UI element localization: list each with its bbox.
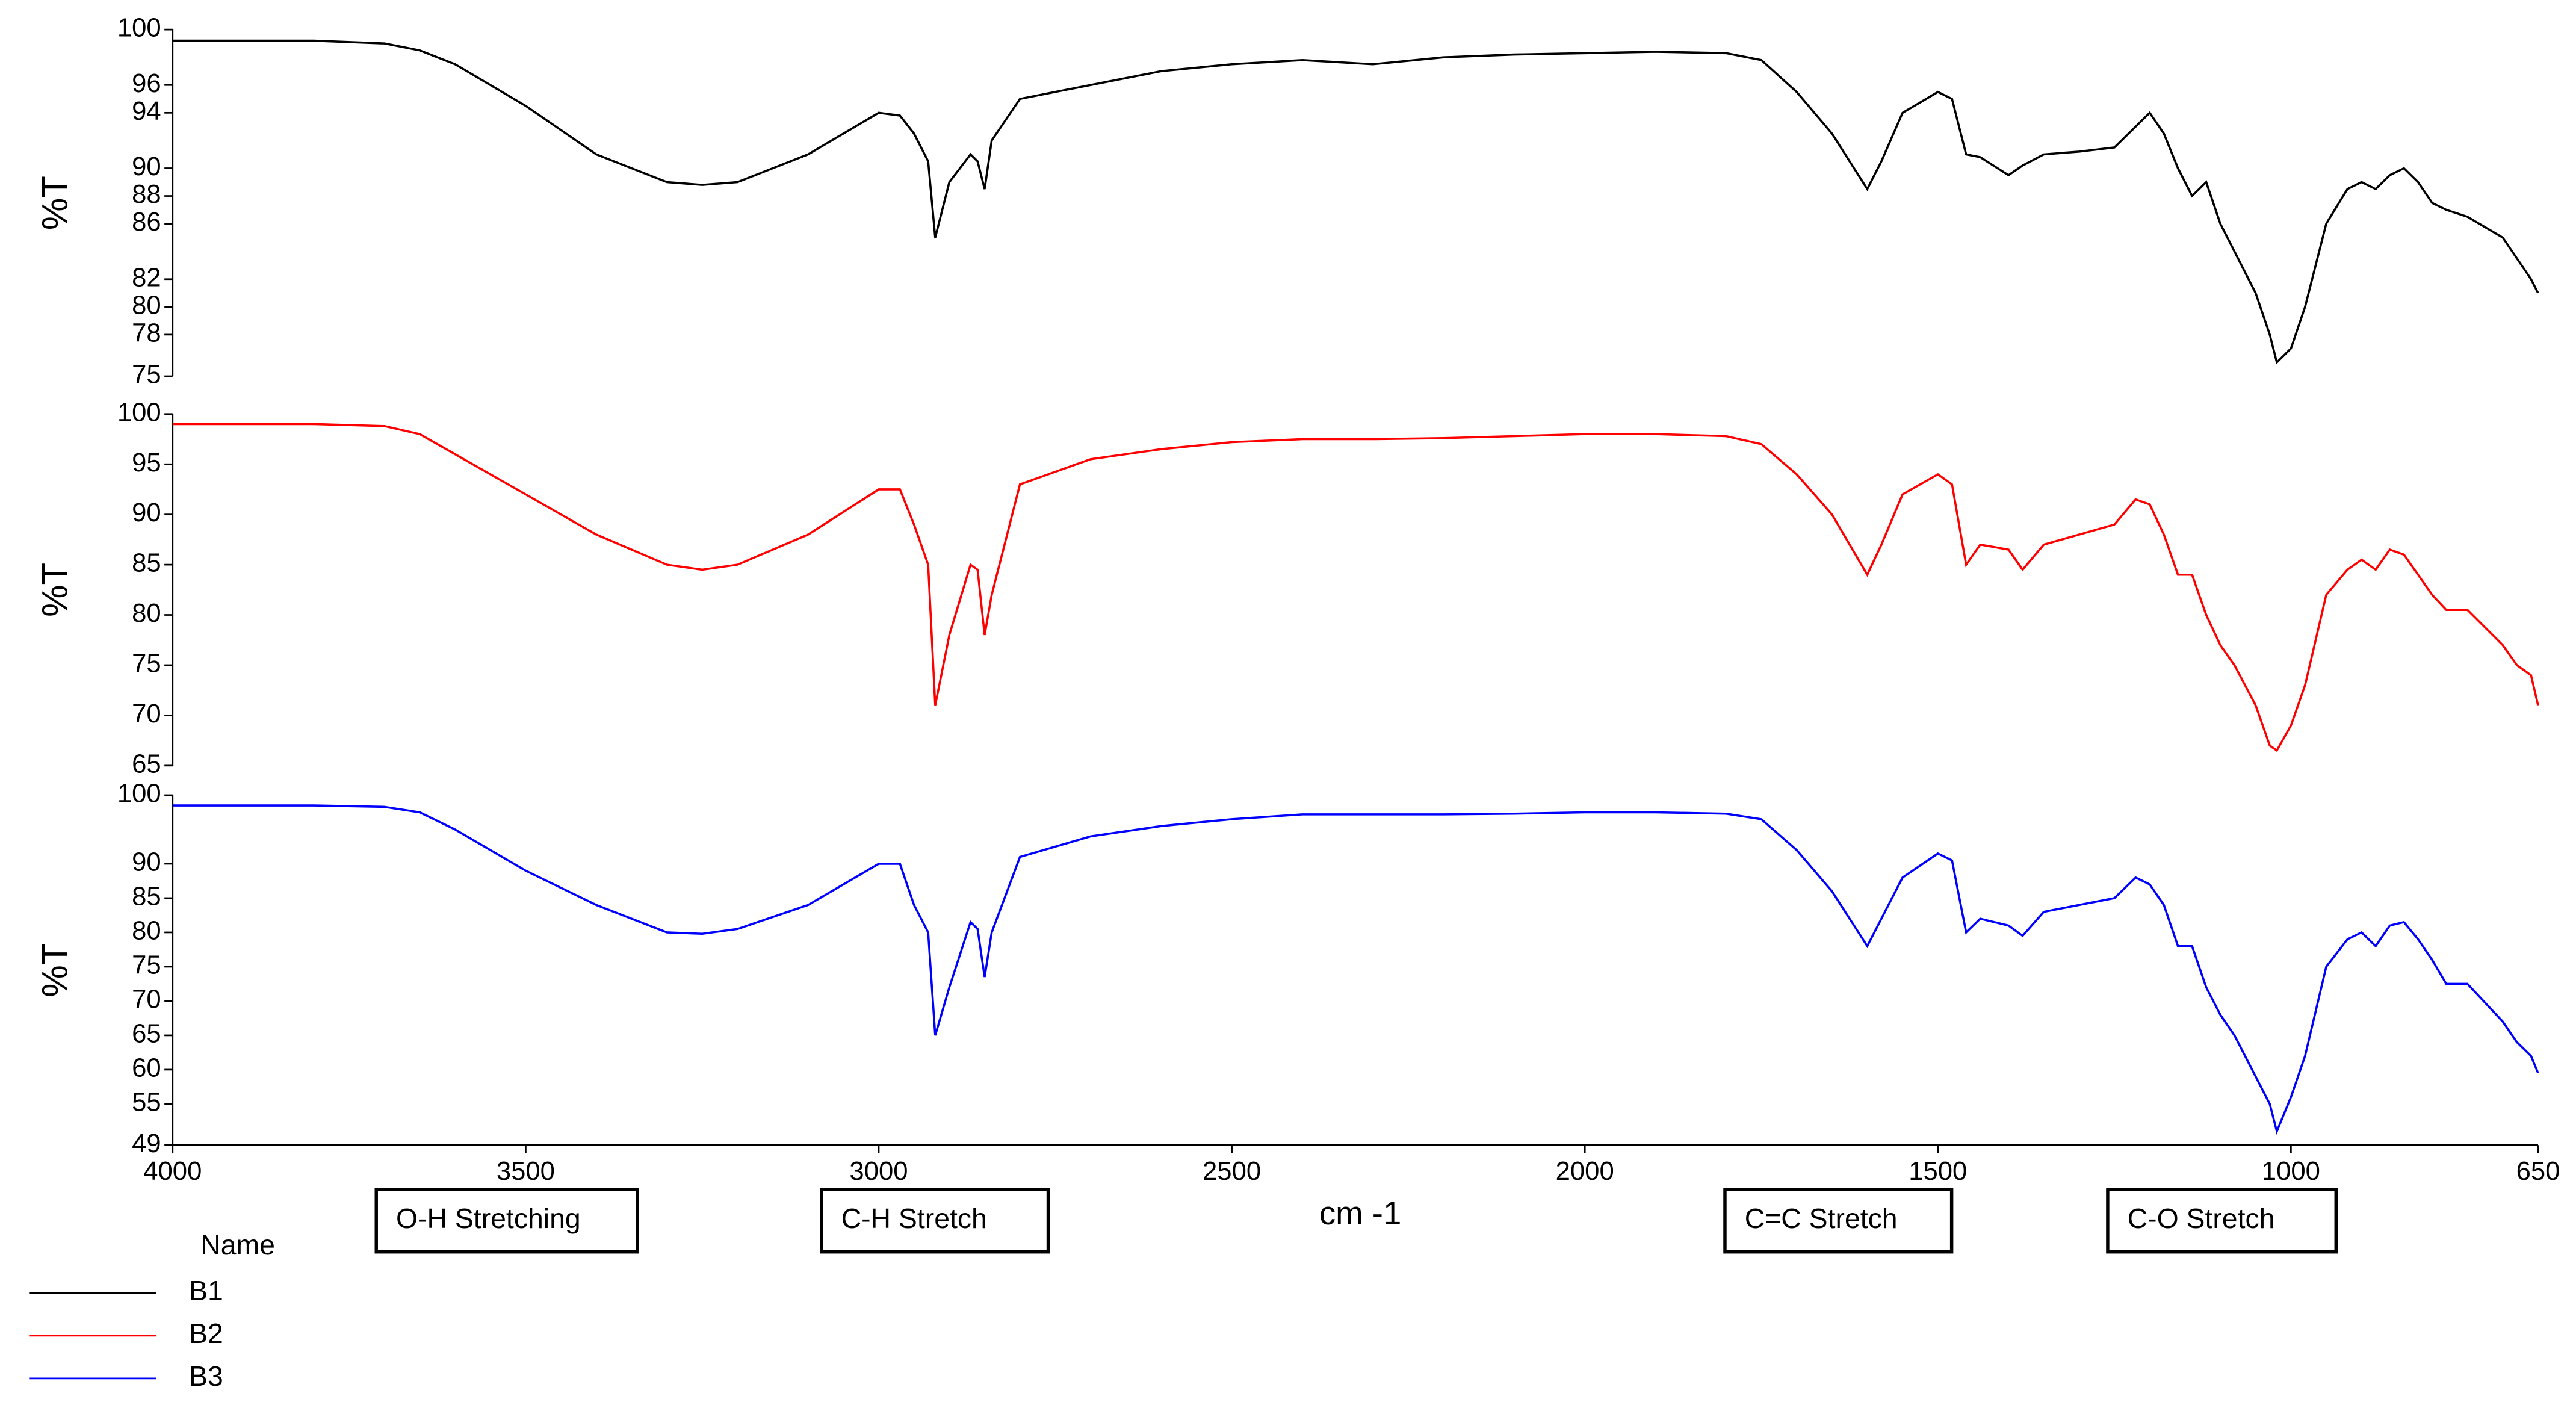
y-tick-label: 100 <box>117 397 161 427</box>
y-tick-label: 82 <box>132 262 161 292</box>
y-tick-label: 90 <box>132 498 161 527</box>
annotation: C-H Stretch <box>841 1203 987 1234</box>
x-tick-label: 3000 <box>849 1156 908 1186</box>
y-tick-label: 100 <box>117 779 161 808</box>
series-line <box>172 39 2539 365</box>
y-axis-label: %T <box>35 176 75 230</box>
y-tick-label: 78 <box>132 318 161 347</box>
y-tick-label: 75 <box>132 360 161 389</box>
legend-label: B1 <box>189 1275 223 1306</box>
x-tick-label: 650 <box>2516 1156 2560 1186</box>
annotation-box <box>2106 1188 2338 1254</box>
annotation-box <box>820 1188 1050 1254</box>
y-tick-label: 75 <box>132 950 161 979</box>
x-tick-label: 2000 <box>1556 1156 1614 1186</box>
series-line <box>172 804 2539 1135</box>
y-tick-label: 90 <box>132 847 161 876</box>
x-tick-label: 4000 <box>143 1156 202 1186</box>
y-tick-label: 95 <box>132 448 161 477</box>
series-line <box>172 423 2539 752</box>
y-tick-label: 80 <box>132 290 161 320</box>
legend-label: B3 <box>189 1360 223 1392</box>
y-tick-label: 90 <box>132 152 161 181</box>
annotation-box <box>374 1188 639 1254</box>
y-axis-label: %T <box>35 563 75 617</box>
y-tick-label: 80 <box>132 916 161 945</box>
y-tick-label: 75 <box>132 649 161 678</box>
y-tick-label: 85 <box>132 881 161 911</box>
y-tick-label: 86 <box>132 207 161 237</box>
y-tick-label: 65 <box>132 1019 161 1048</box>
x-tick-label: 3500 <box>497 1156 555 1186</box>
y-tick-label: 80 <box>132 598 161 628</box>
y-tick-label: 88 <box>132 179 161 209</box>
annotation-box <box>1723 1188 1954 1254</box>
x-tick-label: 2500 <box>1203 1156 1261 1186</box>
y-axis-label: %T <box>35 943 75 997</box>
y-tick-label: 85 <box>132 548 161 578</box>
y-tick-label: 49 <box>132 1129 161 1158</box>
legend-title: Name <box>200 1229 275 1261</box>
y-tick-label: 100 <box>117 13 161 43</box>
legend-label: B2 <box>189 1318 223 1349</box>
y-tick-label: 94 <box>132 96 161 126</box>
x-tick-label: 1000 <box>2262 1156 2320 1186</box>
y-tick-label: 96 <box>132 69 161 98</box>
annotation: C-O Stretch <box>2128 1203 2275 1234</box>
x-tick-label: 1500 <box>1909 1156 1967 1186</box>
y-tick-label: 60 <box>132 1053 161 1082</box>
y-tick-label: 70 <box>132 984 161 1014</box>
annotation: O-H Stretching <box>396 1203 581 1234</box>
y-tick-label: 70 <box>132 699 161 728</box>
annotation: C=C Stretch <box>1745 1203 1898 1234</box>
y-tick-label: 65 <box>132 749 161 778</box>
x-axis-label: cm -1 <box>1319 1195 1401 1232</box>
y-tick-label: 55 <box>132 1087 161 1117</box>
